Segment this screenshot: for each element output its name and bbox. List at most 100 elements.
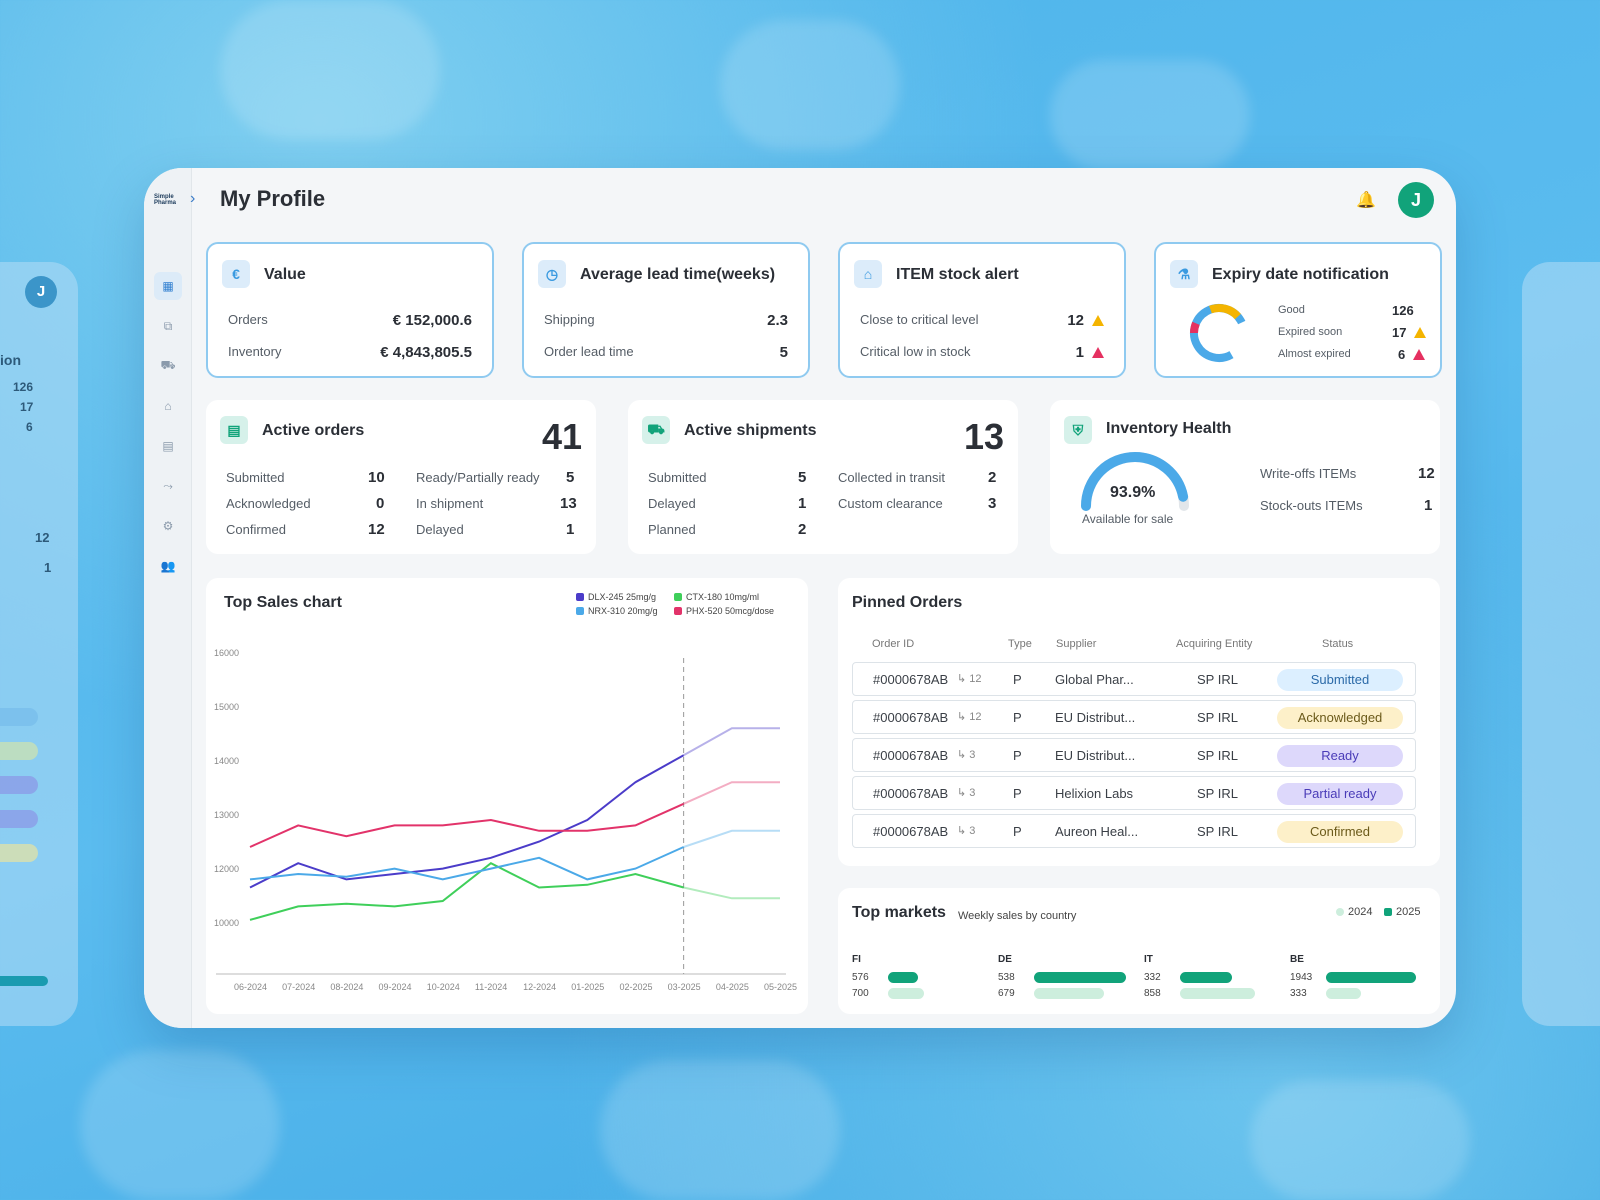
nav-orders-icon[interactable]: ⧉	[163, 318, 173, 333]
orders-total: 41	[541, 416, 582, 457]
nav-clipboard-icon[interactable]: ▤	[162, 439, 174, 453]
alert-icon	[1092, 347, 1104, 358]
nav-warehouse-icon[interactable]: ⌂	[164, 399, 172, 413]
right-ghost-panel	[1522, 262, 1600, 1026]
nav-users-icon[interactable]: 👥	[160, 559, 176, 573]
order-id[interactable]: #0000678AB	[873, 786, 949, 801]
legend-item[interactable]: CTX-180 10mg/ml	[674, 592, 759, 602]
clock-icon: ◷	[538, 260, 566, 288]
alert-icon	[1413, 349, 1426, 360]
stat-row: Ready/Partially ready 5	[416, 469, 575, 486]
table-row[interactable]: #0000678AB ↳ 12 P Global Phar... SP IRL …	[852, 662, 1416, 696]
stat-row: Confirmed 12	[226, 521, 385, 538]
truck-icon: ⛟	[642, 416, 670, 444]
entity: SP IRL	[1197, 824, 1238, 839]
legend-item[interactable]: NRX-310 20mg/g	[576, 606, 658, 616]
stat-row: Stock-outs ITEMs 1	[1260, 497, 1433, 514]
y-tick-label: 16000	[214, 648, 239, 658]
table-row[interactable]: #0000678AB ↳ 12 P EU Distribut... SP IRL…	[852, 700, 1416, 734]
order-id[interactable]: #0000678AB	[873, 672, 949, 687]
x-tick-label: 05-2025	[764, 982, 797, 992]
health-gauge	[1081, 452, 1189, 511]
shipping-row: Shipping 2.3	[544, 312, 788, 329]
avatar[interactable]: J	[1398, 182, 1434, 218]
value-2024: 679	[998, 988, 1015, 999]
expand-sidebar-icon[interactable]: ›	[190, 190, 196, 207]
legend-item[interactable]: PHX-520 50mcg/dose	[674, 606, 774, 616]
supplier: Global Phar...	[1055, 672, 1134, 687]
page-title: My Profile	[220, 186, 326, 211]
value-2024: 333	[1290, 988, 1307, 999]
x-tick-label: 08-2024	[330, 982, 363, 992]
brand-logo[interactable]: Simple Pharma	[154, 194, 177, 206]
shipments-total: 13	[963, 416, 1004, 457]
x-tick-label: 01-2025	[571, 982, 604, 992]
flask-icon: ⚗	[1170, 260, 1198, 288]
status-badge: Confirmed	[1277, 821, 1403, 843]
sub-count: ↳ 3	[957, 787, 976, 799]
table-row[interactable]: #0000678AB ↳ 3 P Helixion Labs SP IRL Pa…	[852, 776, 1416, 810]
col-status[interactable]: Status	[1322, 638, 1354, 650]
series-forecast-line	[683, 781, 780, 805]
order-id[interactable]: #0000678AB	[873, 710, 949, 725]
lead-time-card: ◷ Average lead time(weeks) Shipping 2.3 O…	[522, 242, 810, 378]
x-tick-label: 07-2024	[282, 982, 315, 992]
active-orders-card[interactable]: ▤ Active orders 41 Submitted 10 Acknowled…	[206, 400, 596, 554]
supplier: Helixion Labs	[1055, 786, 1134, 801]
nav-dashboard-icon[interactable]: ▦	[154, 272, 182, 300]
legend-2025[interactable]: 2025	[1384, 906, 1420, 918]
stat-row: Planned 2	[648, 521, 807, 538]
entity: SP IRL	[1197, 710, 1238, 725]
bar-2024	[1180, 988, 1255, 999]
legend-2024[interactable]: 2024	[1336, 906, 1372, 918]
series-forecast-line	[683, 829, 780, 848]
order-id[interactable]: #0000678AB	[873, 824, 949, 839]
x-tick-label: 04-2025	[716, 982, 749, 992]
sub-count: ↳ 12	[957, 711, 982, 723]
order-lead-row: Order lead time 5	[544, 344, 788, 361]
col-supplier[interactable]: Supplier	[1056, 638, 1097, 650]
supplier: Aureon Heal...	[1055, 824, 1139, 839]
col-entity[interactable]: Acquiring Entity	[1176, 638, 1253, 650]
legend-item[interactable]: DLX-245 25mg/g	[576, 592, 656, 602]
stat-row: Delayed 1	[416, 521, 575, 538]
inventory-health-card[interactable]: ⛨ Inventory Health 93.9% Available for s…	[1050, 400, 1440, 554]
value-2025: 332	[1144, 972, 1161, 983]
bar-2024	[1034, 988, 1104, 999]
country-code: IT	[1144, 954, 1153, 965]
nav-analytics-icon[interactable]: ⤳	[163, 478, 173, 493]
col-order-id[interactable]: Order ID	[872, 638, 915, 650]
nav-shipments-icon[interactable]: ⛟	[160, 358, 176, 372]
x-tick-label: 03-2025	[668, 982, 701, 992]
order-id[interactable]: #0000678AB	[873, 748, 949, 763]
nav-settings-icon[interactable]: ⚙	[162, 519, 174, 533]
card-title: Value	[264, 266, 306, 283]
entity: SP IRL	[1197, 672, 1238, 687]
series-line	[249, 754, 685, 889]
series-line	[249, 862, 684, 921]
y-tick-label: 10000	[214, 918, 239, 928]
bar-2024	[888, 988, 924, 999]
warehouse-icon: ⌂	[854, 260, 882, 288]
x-tick-label: 06-2024	[234, 982, 267, 992]
good-row: Good 126	[1278, 303, 1414, 318]
card-title: Inventory Health	[1106, 420, 1232, 437]
stat-row: Submitted 10	[226, 469, 385, 486]
sub-count: ↳ 3	[957, 825, 976, 837]
y-tick-label: 12000	[214, 864, 239, 874]
expiry-card: ⚗ Expiry date notification Good 126 Expir…	[1154, 242, 1442, 378]
sidebar: Simple Pharma ▦ ⧉ ⛟ ⌂ ▤ ⤳ ⚙ 👥	[144, 168, 192, 1028]
order-type: P	[1013, 786, 1022, 801]
active-shipments-card[interactable]: ⛟ Active shipments 13 Submitted 5 Delayed…	[628, 400, 1018, 554]
bar-2024	[1326, 988, 1361, 999]
entity: SP IRL	[1197, 748, 1238, 763]
bar-2025	[888, 972, 918, 983]
card-title: Expiry date notification	[1212, 266, 1389, 283]
table-row[interactable]: #0000678AB ↳ 3 P EU Distribut... SP IRL …	[852, 738, 1416, 772]
stat-row: In shipment 13	[416, 495, 577, 512]
y-tick-label: 15000	[214, 702, 239, 712]
notification-bell-icon[interactable]: 🔔	[1356, 192, 1376, 209]
x-tick-label: 11-2024	[475, 982, 507, 992]
table-row[interactable]: #0000678AB ↳ 3 P Aureon Heal... SP IRL C…	[852, 814, 1416, 848]
col-type[interactable]: Type	[1008, 638, 1032, 650]
